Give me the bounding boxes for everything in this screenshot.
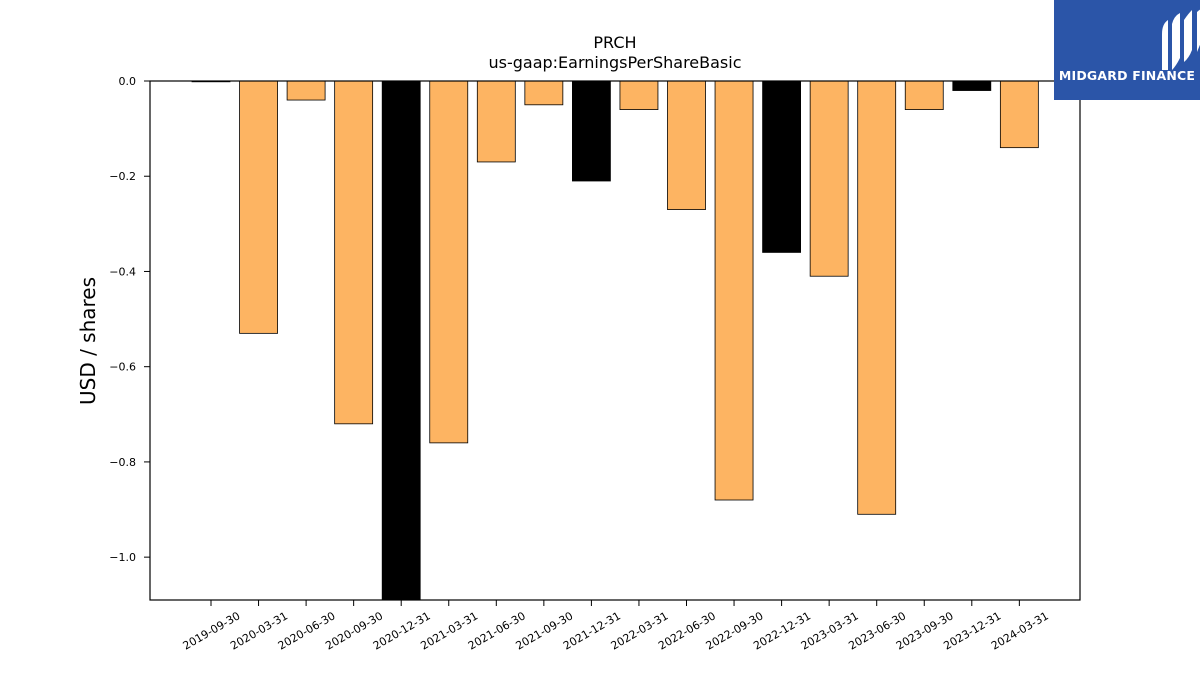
bar-2021-03-31: [429, 80, 469, 444]
plot-frame: [149, 80, 1081, 601]
bar-2022-09-30: [714, 80, 754, 501]
y-tick-label: −1.0: [109, 551, 136, 564]
bar-2021-12-31: [572, 80, 611, 182]
bar-2020-06-30: [286, 80, 326, 101]
chart-subtitle: us-gaap:EarningsPerShareBasic: [488, 53, 741, 72]
y-tick-label: −0.4: [109, 265, 136, 278]
bar-2020-03-31: [239, 80, 278, 334]
bar-2020-12-31: [381, 80, 421, 601]
y-axis-label: USD / shares: [76, 277, 100, 405]
bar-2021-09-30: [524, 80, 564, 106]
bar-2022-06-30: [667, 80, 706, 210]
bar-2023-09-30: [904, 80, 944, 110]
y-tick-label: −0.6: [109, 361, 136, 374]
bars-group: [191, 80, 1039, 601]
bar-2023-12-31: [952, 80, 992, 91]
y-tick-label: 0.0: [119, 75, 137, 88]
bar-2022-03-31: [619, 80, 659, 110]
bar-2020-09-30: [334, 80, 374, 425]
y-ticks-group: 0.0 −0.2 −0.4 −0.6 −0.8 −1.0: [109, 75, 150, 564]
x-ticks-group: 2019-09-302020-03-312020-06-302020-09-30…: [181, 600, 1051, 653]
midgard-finance-emblem-icon: [1162, 9, 1200, 70]
y-tick-label: −0.8: [109, 456, 136, 469]
midgard-finance-logo: MIDGARD FINANCE: [1054, 0, 1200, 100]
y-tick-label: −0.2: [109, 170, 136, 183]
bar-2024-03-31: [999, 80, 1039, 149]
logo-text: MIDGARD FINANCE: [1058, 68, 1196, 83]
bar-2023-03-31: [809, 80, 849, 277]
bar-2023-06-30: [857, 80, 897, 515]
bar-2022-12-31: [762, 80, 801, 253]
bar-2021-06-30: [476, 80, 516, 163]
chart-title: PRCH: [593, 33, 636, 52]
